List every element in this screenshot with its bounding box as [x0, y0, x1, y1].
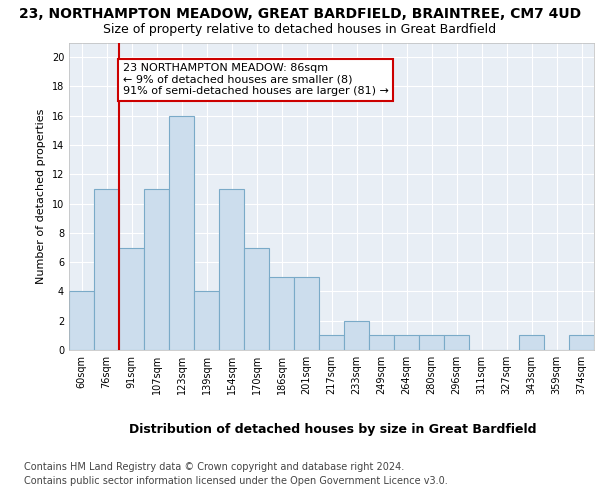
Text: 23, NORTHAMPTON MEADOW, GREAT BARDFIELD, BRAINTREE, CM7 4UD: 23, NORTHAMPTON MEADOW, GREAT BARDFIELD,…: [19, 8, 581, 22]
Text: Contains HM Land Registry data © Crown copyright and database right 2024.: Contains HM Land Registry data © Crown c…: [24, 462, 404, 472]
Y-axis label: Number of detached properties: Number of detached properties: [36, 108, 46, 284]
Bar: [419, 336, 444, 350]
Bar: [394, 336, 419, 350]
Text: Distribution of detached houses by size in Great Bardfield: Distribution of detached houses by size …: [129, 422, 537, 436]
Bar: [569, 336, 594, 350]
Bar: [194, 292, 219, 350]
Bar: [444, 336, 469, 350]
Bar: [319, 336, 344, 350]
Bar: [369, 336, 394, 350]
Bar: [144, 189, 169, 350]
Bar: [269, 277, 294, 350]
Bar: [294, 277, 319, 350]
Bar: [219, 189, 244, 350]
Bar: [169, 116, 194, 350]
Bar: [344, 320, 369, 350]
Text: 23 NORTHAMPTON MEADOW: 86sqm
← 9% of detached houses are smaller (8)
91% of semi: 23 NORTHAMPTON MEADOW: 86sqm ← 9% of det…: [123, 63, 389, 96]
Text: Size of property relative to detached houses in Great Bardfield: Size of property relative to detached ho…: [103, 22, 497, 36]
Text: Contains public sector information licensed under the Open Government Licence v3: Contains public sector information licen…: [24, 476, 448, 486]
Bar: [519, 336, 544, 350]
Bar: [94, 189, 119, 350]
Bar: [69, 292, 94, 350]
Bar: [119, 248, 144, 350]
Bar: [244, 248, 269, 350]
